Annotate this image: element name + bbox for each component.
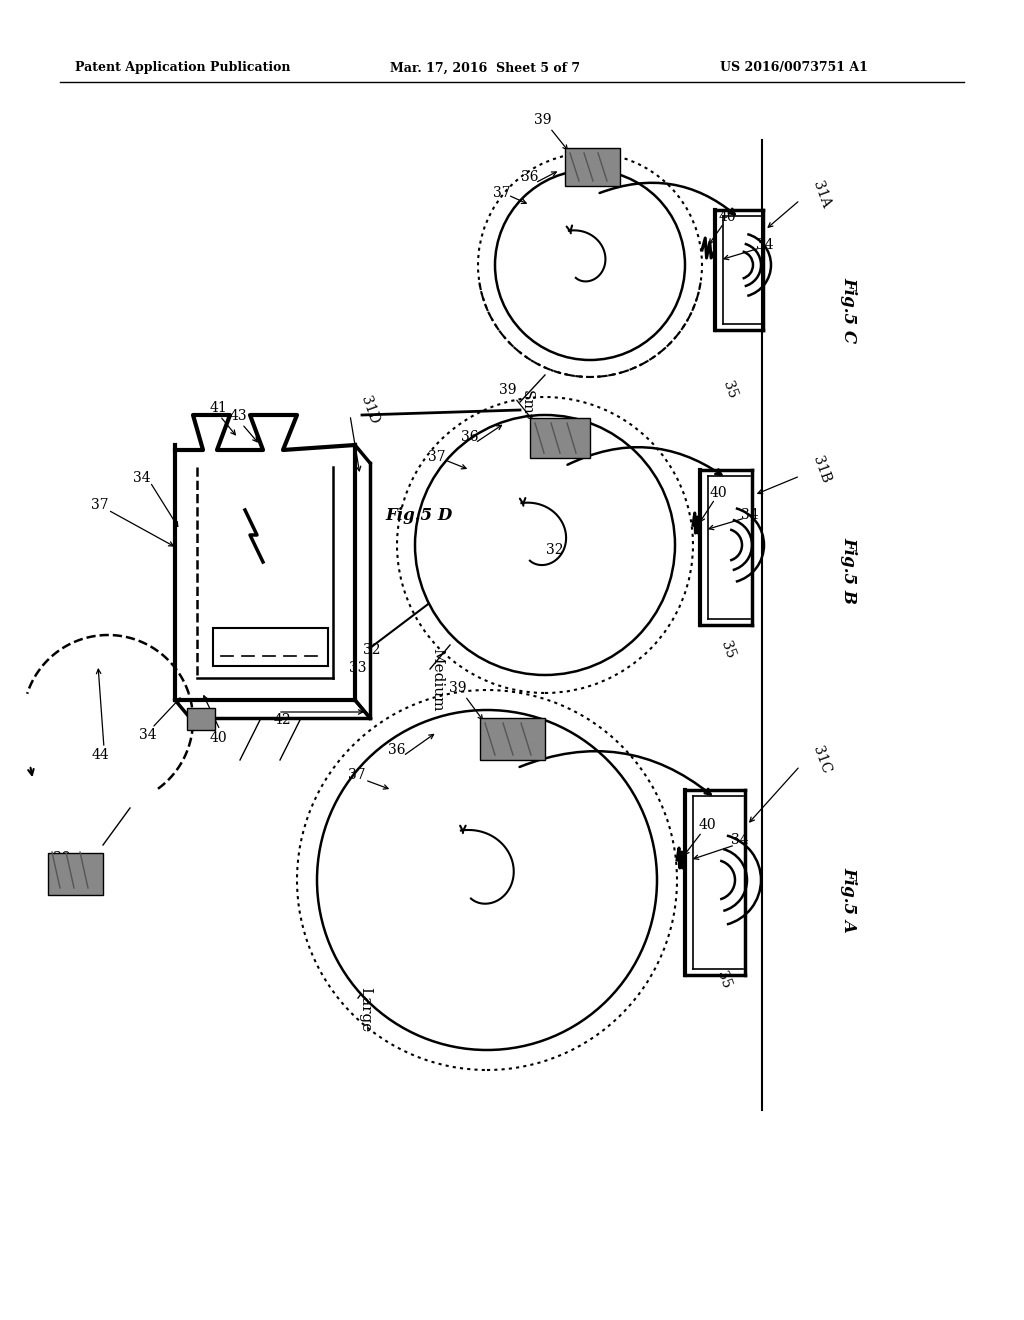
Text: 37: 37 — [494, 186, 511, 201]
Text: Fig.5 A: Fig.5 A — [840, 867, 857, 933]
Bar — [480, 718, 545, 760]
Circle shape — [495, 170, 685, 360]
Text: 39: 39 — [535, 114, 552, 127]
Text: 39: 39 — [500, 383, 517, 397]
Text: 42: 42 — [273, 713, 291, 727]
Text: 31A: 31A — [810, 180, 833, 210]
Text: 40: 40 — [718, 210, 736, 224]
Text: 35: 35 — [718, 639, 737, 660]
Bar — [48, 853, 103, 895]
Text: 40: 40 — [209, 731, 226, 744]
Text: 31C: 31C — [810, 744, 833, 776]
Text: 41: 41 — [209, 401, 227, 414]
Text: 36: 36 — [521, 170, 539, 183]
Text: 34: 34 — [741, 508, 759, 521]
Text: 37: 37 — [428, 450, 445, 465]
Text: 34: 34 — [133, 471, 151, 484]
Text: 32: 32 — [364, 643, 381, 657]
Text: 33: 33 — [349, 661, 367, 675]
Text: 36: 36 — [388, 743, 406, 756]
Text: Fig.5 C: Fig.5 C — [840, 277, 857, 343]
Text: US 2016/0073751 A1: US 2016/0073751 A1 — [720, 62, 868, 74]
Text: 32: 32 — [546, 543, 564, 557]
Text: 36: 36 — [461, 430, 479, 444]
Text: 31D: 31D — [358, 395, 381, 426]
Bar — [530, 418, 590, 458]
Text: 34: 34 — [731, 833, 749, 847]
Text: Fig.5 D: Fig.5 D — [385, 507, 453, 524]
Bar — [213, 628, 328, 667]
Text: 34: 34 — [139, 729, 157, 742]
Text: Fig.5 B: Fig.5 B — [840, 536, 857, 603]
Text: 44: 44 — [91, 748, 109, 762]
Text: Small: Small — [520, 391, 534, 434]
Circle shape — [317, 710, 657, 1049]
Text: 40: 40 — [698, 818, 716, 832]
Bar — [187, 708, 215, 730]
Bar — [565, 148, 620, 186]
Text: 37: 37 — [348, 768, 366, 781]
Text: 35: 35 — [714, 969, 733, 990]
Text: 43: 43 — [229, 409, 247, 422]
Text: Medium: Medium — [430, 648, 444, 711]
Text: 34: 34 — [756, 238, 774, 252]
Text: 37: 37 — [91, 498, 109, 512]
Text: Large: Large — [358, 987, 372, 1032]
Text: 39: 39 — [53, 851, 71, 865]
Text: 39: 39 — [450, 681, 467, 696]
Text: Mar. 17, 2016  Sheet 5 of 7: Mar. 17, 2016 Sheet 5 of 7 — [390, 62, 581, 74]
Text: 35: 35 — [720, 379, 739, 400]
Circle shape — [415, 414, 675, 675]
Text: 40: 40 — [710, 486, 727, 500]
Text: 31B: 31B — [810, 454, 833, 486]
Text: Patent Application Publication: Patent Application Publication — [75, 62, 291, 74]
